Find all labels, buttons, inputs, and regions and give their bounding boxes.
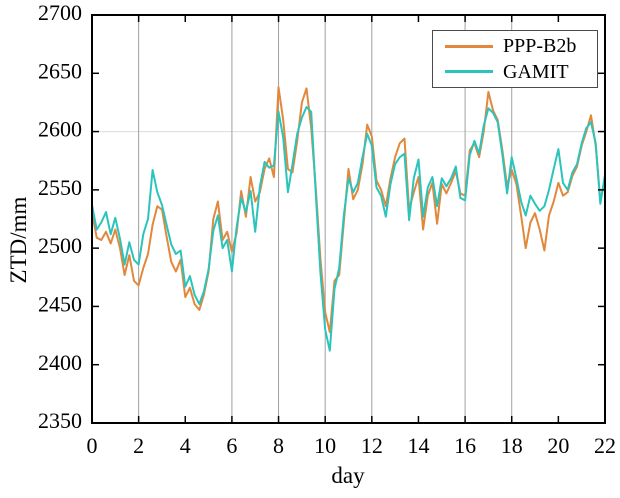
series-line-gamit <box>91 106 606 352</box>
gamit-line-sample-icon <box>445 70 493 74</box>
x-tick-label: 12 <box>361 433 383 458</box>
x-tick-label: 10 <box>314 433 336 458</box>
x-tick-label: 2 <box>133 433 144 458</box>
x-axis-title: day <box>331 463 365 488</box>
y-tick-label: 2550 <box>38 175 82 200</box>
y-axis-title: ZTD/mm <box>6 196 31 284</box>
x-tick-label: 14 <box>407 433 429 458</box>
x-tick-label: 0 <box>87 433 98 458</box>
y-tick-label: 2650 <box>38 58 82 83</box>
legend-label-ppp-b2b: PPP-B2b <box>503 35 577 58</box>
y-tick-label: 2400 <box>38 350 82 375</box>
x-tick-label: 6 <box>226 433 237 458</box>
x-tick-label: 22 <box>594 433 616 458</box>
legend-label-gamit: GAMIT <box>503 60 569 83</box>
x-tick-label: 8 <box>273 433 284 458</box>
y-tick-label: 2350 <box>38 408 82 433</box>
y-tick-label: 2450 <box>38 291 82 316</box>
y-tick-label: 2600 <box>38 117 82 142</box>
ppp-b2b-line-sample-icon <box>445 44 493 48</box>
plot-frame <box>91 14 606 424</box>
series-line-ppp-b2b <box>91 86 606 334</box>
legend-entry-gamit: GAMIT <box>433 62 597 82</box>
legend-entry-ppp-b2b: PPP-B2b <box>433 36 597 56</box>
y-tick-label: 2500 <box>38 233 82 258</box>
x-tick-label: 4 <box>180 433 191 458</box>
y-tick-label: 2700 <box>38 0 82 25</box>
x-tick-label: 16 <box>454 433 476 458</box>
legend: PPP-B2b GAMIT <box>432 30 598 88</box>
x-tick-label: 20 <box>547 433 569 458</box>
x-tick-label: 18 <box>501 433 523 458</box>
